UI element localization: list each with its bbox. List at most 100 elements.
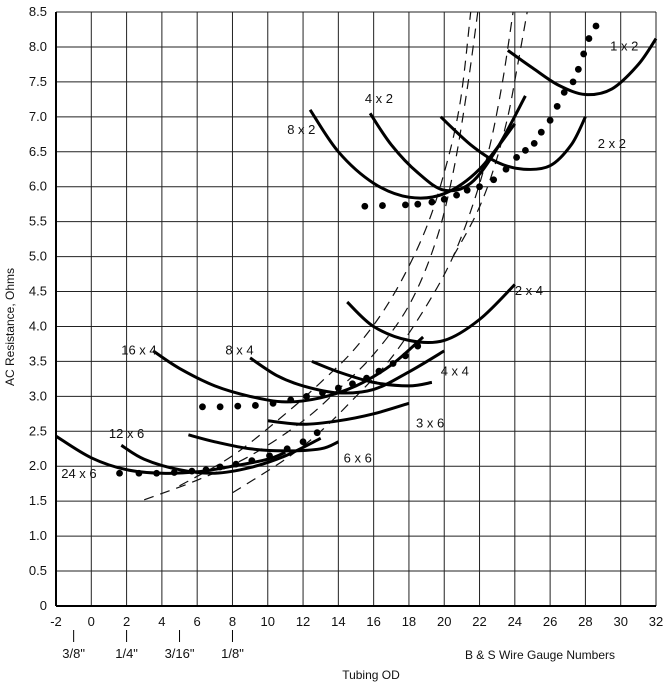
y-tick-label: 8.0	[29, 39, 47, 54]
y-tick-label: 4.0	[29, 318, 47, 333]
series-label: 1 x 2	[610, 38, 638, 53]
measured-point	[379, 202, 386, 209]
tubing-label: 3/16"	[165, 646, 195, 661]
series-label: 24 x 6	[61, 466, 96, 481]
series-curve	[249, 349, 445, 395]
x-tick-label: 24	[508, 614, 522, 629]
x-tick-label: 12	[296, 614, 310, 629]
series-label: 2 x 4	[515, 283, 543, 298]
measured-point	[513, 153, 520, 161]
series-curve	[188, 433, 339, 453]
series-curve	[506, 37, 658, 97]
axes	[55, 12, 656, 607]
series-curves	[55, 37, 658, 475]
series-labels: 1 x 2 4 x 2 8 x 2 2 x 2 2 x 4 16 x 4 8 x 4 4 x …	[61, 38, 638, 481]
measured-point	[476, 183, 483, 191]
measured-point	[319, 389, 326, 397]
measured-point	[560, 88, 568, 96]
measured-point	[202, 466, 210, 474]
measured-point	[232, 460, 240, 468]
measured-point	[592, 22, 600, 30]
y-tick-label: 2.0	[29, 458, 47, 473]
y-tick-label: 3.5	[29, 353, 47, 368]
measured-point	[216, 463, 224, 471]
x-tick-label: 14	[331, 614, 345, 629]
measured-point	[252, 402, 259, 409]
series-curve	[267, 401, 410, 426]
measured-point	[269, 399, 277, 407]
y-tick-label: 7.5	[29, 74, 47, 89]
tubing-label: 1/4"	[115, 646, 138, 661]
series-label: 8 x 4	[225, 342, 253, 357]
series-curve	[439, 115, 587, 171]
measured-point	[199, 403, 206, 411]
measured-point	[287, 396, 295, 404]
x-tick-label: 26	[543, 614, 557, 629]
measured-point	[502, 165, 510, 173]
x-tick-label: 20	[437, 614, 451, 629]
measured-point	[522, 146, 529, 154]
x-tick-label: 2	[123, 614, 130, 629]
measured-point	[585, 35, 593, 42]
measured-point	[453, 191, 460, 199]
y-tick-label: 2.5	[29, 423, 47, 438]
series-label: 12 x 6	[109, 426, 144, 441]
y-tick-label: 0.5	[29, 563, 47, 578]
series-label: 3 x 6	[416, 416, 444, 431]
x-tick-label: 10	[261, 614, 275, 629]
measured-points	[116, 22, 600, 477]
measured-point	[153, 469, 160, 477]
y-tick-label: 1.5	[29, 493, 47, 508]
measured-point	[334, 384, 342, 392]
measured-point	[546, 116, 554, 124]
x-tick-label: 6	[194, 614, 201, 629]
measured-point	[170, 469, 178, 476]
measured-point	[580, 50, 588, 58]
x-tick-label: 22	[472, 614, 486, 629]
measured-point	[116, 469, 123, 477]
y-tick-label: 7.0	[29, 109, 47, 124]
series-curve	[308, 108, 516, 200]
y-tick-label: 8.5	[29, 4, 47, 19]
x-tick-label: 16	[366, 614, 380, 629]
measured-point	[313, 429, 321, 437]
tubing-label: 1/8"	[221, 646, 244, 661]
series-label: 16 x 4	[121, 342, 156, 357]
x-tick-label: 0	[88, 614, 95, 629]
measured-point	[574, 65, 582, 73]
x-axis-secondary-title: B & S Wire Gauge Numbers	[465, 648, 615, 662]
dashed-curves	[143, 11, 528, 501]
series-curve	[55, 434, 286, 475]
x-tick-label: 32	[649, 614, 663, 629]
y-tick-label: 3.0	[29, 388, 47, 403]
tubing-label: 3/8"	[62, 646, 85, 661]
y-tick-label: 0	[40, 598, 47, 613]
x-tick-label: -2	[50, 614, 62, 629]
series-label: 8 x 2	[287, 122, 315, 137]
measured-point	[361, 202, 369, 210]
measured-point	[414, 342, 422, 350]
measured-point	[440, 195, 448, 203]
measured-point	[569, 78, 577, 86]
series-label: 4 x 2	[365, 91, 393, 106]
tick-labels: 0 0.5 1.0 1.5 2.0 2.5 3.0 3.5 4.0 4.5 5.0 5.5 6.0 6.5…	[29, 4, 663, 629]
measured-point	[402, 352, 409, 360]
dashed-curve	[452, 11, 528, 257]
x-axis-title: Tubing OD	[342, 668, 400, 682]
x-tick-label: 30	[613, 614, 627, 629]
dashed-curve	[179, 11, 472, 487]
x-tick-label: 28	[578, 614, 592, 629]
y-tick-label: 6.5	[29, 144, 47, 159]
measured-point	[248, 457, 256, 465]
y-tick-label: 1.0	[29, 528, 47, 543]
series-curve	[152, 335, 425, 404]
y-axis-title: AC Resistance, Ohms	[3, 268, 17, 386]
measured-point	[349, 380, 356, 388]
measured-point	[414, 200, 422, 208]
measured-point	[363, 374, 370, 382]
y-tick-label: 4.5	[29, 284, 47, 299]
y-tick-label: 6.0	[29, 179, 47, 194]
x-tick-label: 8	[229, 614, 236, 629]
measured-point	[266, 452, 273, 460]
measured-point	[389, 360, 397, 367]
